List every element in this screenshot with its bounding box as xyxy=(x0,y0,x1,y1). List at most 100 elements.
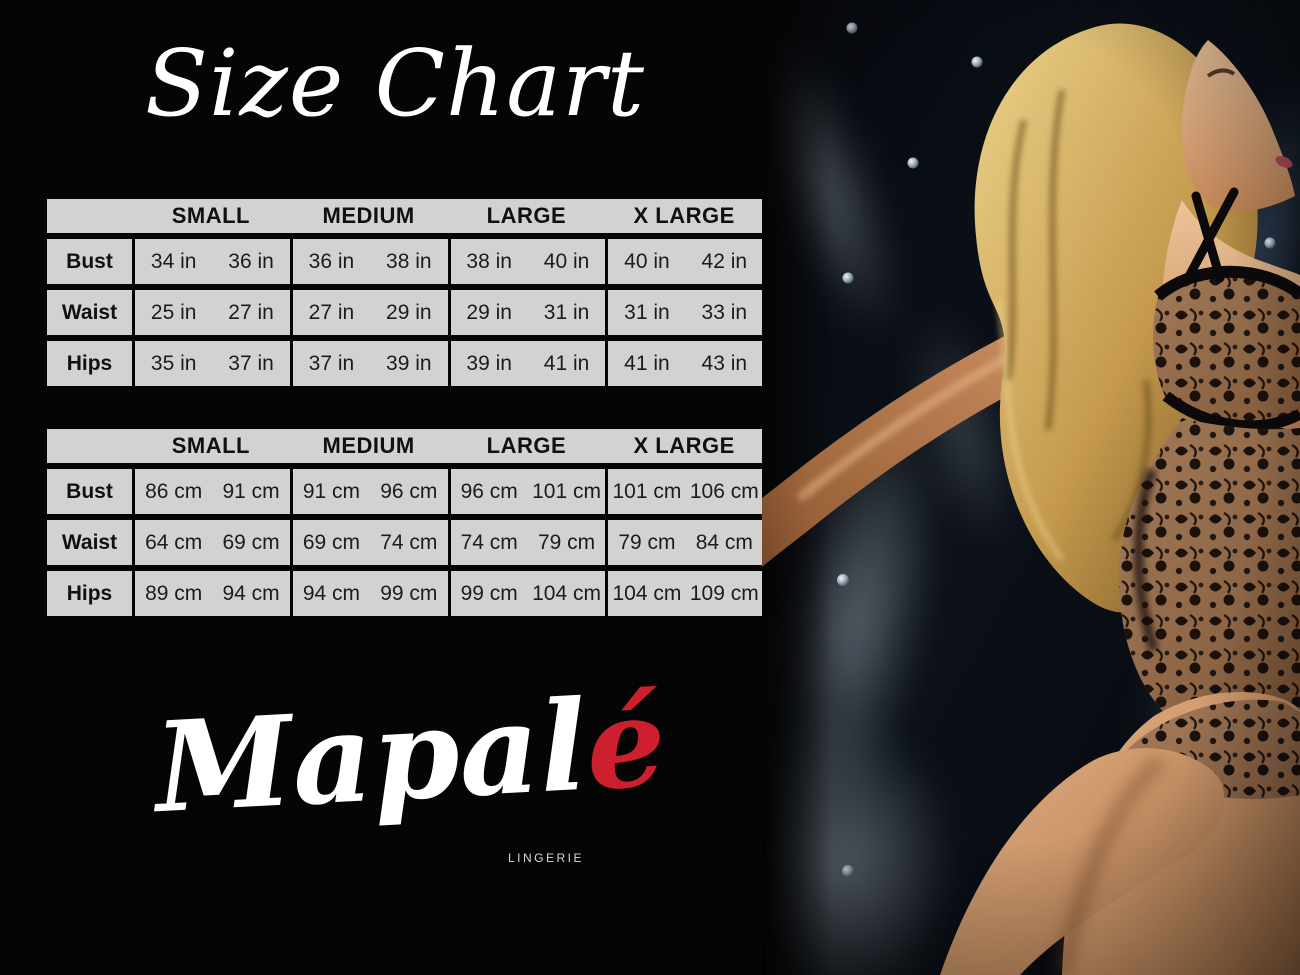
size-value: 74 cm xyxy=(380,530,438,554)
size-range-cell: 104 cm 109 cm xyxy=(605,571,763,616)
size-value: 36 in xyxy=(228,249,274,273)
size-range-cell: 74 cm 79 cm xyxy=(447,520,606,565)
size-value: 79 cm xyxy=(537,530,596,554)
size-table-centimeters: SMALL MEDIUM LARGE X LARGE Bust 86 cm 91 … xyxy=(47,429,763,616)
size-value: 94 cm xyxy=(222,581,280,605)
size-range-cell: 79 cm 84 cm xyxy=(605,520,763,565)
size-value: 96 cm xyxy=(380,479,438,503)
size-value: 69 cm xyxy=(302,530,361,554)
size-table-inches-header: SMALL MEDIUM LARGE X LARGE xyxy=(47,199,763,233)
size-value: 91 cm xyxy=(222,479,280,503)
size-value: 37 in xyxy=(228,351,274,375)
size-range-cell: 37 in 39 in xyxy=(289,341,448,386)
size-value: 39 in xyxy=(466,351,512,375)
size-range-cell: 99 cm 104 cm xyxy=(447,571,606,616)
size-value: 34 in xyxy=(150,249,197,273)
size-value: 84 cm xyxy=(695,530,753,554)
table-row-waist: Waist 25 in 27 in 27 in 29 in 29 in 31 in 3… xyxy=(47,290,763,335)
size-value: 29 in xyxy=(386,300,432,324)
size-value: 41 in xyxy=(543,351,590,375)
row-label: Waist xyxy=(61,530,118,554)
size-range-cell: 31 in 33 in xyxy=(605,290,763,335)
size-value: 101 cm xyxy=(612,479,682,503)
size-value: 74 cm xyxy=(460,530,518,554)
size-value: 40 in xyxy=(624,249,670,273)
column-header-medium: MEDIUM xyxy=(322,203,415,228)
size-range-cell: 38 in 40 in xyxy=(447,239,606,284)
size-value: 31 in xyxy=(624,300,670,324)
size-range-cell: 35 in 37 in xyxy=(132,341,290,386)
size-value: 35 in xyxy=(150,351,197,375)
size-value: 37 in xyxy=(308,351,355,375)
column-header-small: SMALL xyxy=(171,203,250,228)
page-title: Size Chart xyxy=(144,30,646,137)
size-value: 64 cm xyxy=(145,530,203,554)
size-range-cell: 64 cm 69 cm xyxy=(132,520,290,565)
table-row-bust: Bust 34 in 36 in 36 in 38 in 38 in 40 in 40… xyxy=(47,239,763,284)
column-header-small: SMALL xyxy=(171,433,250,458)
size-value: 27 in xyxy=(228,300,274,324)
size-value: 79 cm xyxy=(618,530,676,554)
size-range-cell: 25 in 27 in xyxy=(132,290,290,335)
size-value: 91 cm xyxy=(302,479,361,503)
size-range-cell: 91 cm 96 cm xyxy=(289,469,448,514)
size-value: 99 cm xyxy=(380,581,438,605)
size-value: 29 in xyxy=(466,300,512,324)
table-row-hips: Hips 35 in 37 in 37 in 39 in 39 in 41 in 41… xyxy=(47,341,763,386)
column-header-xlarge: X LARGE xyxy=(633,433,735,458)
size-range-cell: 27 in 29 in xyxy=(289,290,448,335)
size-value: 96 cm xyxy=(460,479,518,503)
size-value: 104 cm xyxy=(532,581,601,605)
size-value: 89 cm xyxy=(145,581,203,605)
size-range-cell: 69 cm 74 cm xyxy=(289,520,448,565)
size-value: 42 in xyxy=(701,249,748,273)
size-range-cell: 89 cm 94 cm xyxy=(132,571,290,616)
size-value: 43 in xyxy=(701,351,748,375)
size-value: 38 in xyxy=(466,249,512,273)
row-label: Hips xyxy=(66,581,113,605)
size-value: 25 in xyxy=(150,300,197,324)
size-value: 109 cm xyxy=(689,581,759,605)
size-value: 99 cm xyxy=(460,581,518,605)
brand-name-main: Mapal xyxy=(151,673,590,842)
size-value: 94 cm xyxy=(302,581,361,605)
model-photo-illustration xyxy=(762,0,1300,975)
size-value: 33 in xyxy=(701,300,748,324)
size-range-cell: 36 in 38 in xyxy=(289,239,448,284)
size-value: 38 in xyxy=(386,249,432,273)
size-value: 39 in xyxy=(386,351,432,375)
row-label: Bust xyxy=(66,249,113,273)
size-range-cell: 94 cm 99 cm xyxy=(289,571,448,616)
size-value: 40 in xyxy=(543,249,590,273)
size-range-cell: 96 cm 101 cm xyxy=(447,469,606,514)
size-range-cell: 41 in 43 in xyxy=(605,341,763,386)
size-value: 31 in xyxy=(543,300,590,324)
column-header-large: LARGE xyxy=(486,203,567,228)
column-header-xlarge: X LARGE xyxy=(633,203,735,228)
column-header-medium: MEDIUM xyxy=(322,433,415,458)
size-table-inches: SMALL MEDIUM LARGE X LARGE Bust 34 in 36 … xyxy=(47,199,763,386)
size-range-cell: 40 in 42 in xyxy=(605,239,763,284)
brand-logo-text: Mapalé xyxy=(151,670,669,842)
brand-name-accent: é xyxy=(582,669,669,819)
size-range-cell: 86 cm 91 cm xyxy=(132,469,290,514)
table-row-waist: Waist 64 cm 69 cm 69 cm 74 cm 74 cm 79 cm 7… xyxy=(47,520,763,565)
size-range-cell: 101 cm 106 cm xyxy=(605,469,763,514)
brand-logo: Mapalé xyxy=(140,670,680,842)
table-row-bust: Bust 86 cm 91 cm 91 cm 96 cm 96 cm 101 cm 1… xyxy=(47,469,763,514)
table-row-hips: Hips 89 cm 94 cm 94 cm 99 cm 99 cm 104 cm 1… xyxy=(47,571,763,616)
column-header-large: LARGE xyxy=(486,433,567,458)
row-label: Waist xyxy=(61,300,118,324)
size-value: 36 in xyxy=(308,249,355,273)
size-value: 101 cm xyxy=(532,479,601,503)
size-range-cell: 29 in 31 in xyxy=(447,290,606,335)
size-table-cm-header: SMALL MEDIUM LARGE X LARGE xyxy=(47,429,763,463)
size-range-cell: 39 in 41 in xyxy=(447,341,606,386)
size-value: 27 in xyxy=(308,300,355,324)
row-label: Hips xyxy=(66,351,113,375)
size-value: 104 cm xyxy=(612,581,682,605)
size-value: 86 cm xyxy=(145,479,203,503)
size-value: 41 in xyxy=(624,351,670,375)
row-label: Bust xyxy=(66,479,113,503)
